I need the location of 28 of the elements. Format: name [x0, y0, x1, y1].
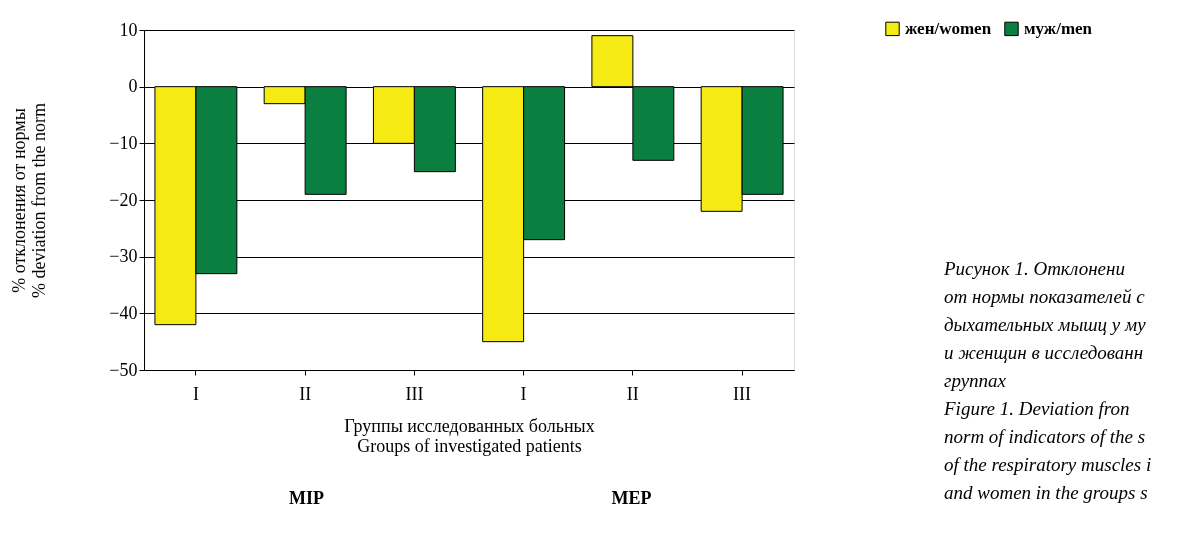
x-tick-label: II — [299, 383, 312, 404]
y-tick-label: −50 — [109, 359, 138, 380]
text: norm of indicators of the s — [944, 426, 1146, 447]
y-axis-title: % отклонения от нормы % deviation from the norm — [9, 103, 50, 298]
x-tick-label: III — [405, 383, 424, 404]
y-tick-label: −10 — [109, 132, 138, 153]
text: MIP — [289, 488, 324, 508]
caption: Figure 1. Deviation fron — [943, 398, 1130, 419]
legend-label: муж/men — [1024, 18, 1093, 38]
legend-label: жен/women — [905, 18, 992, 38]
x-axis-title: Группы исследованных больных Groups of investigated patients — [344, 415, 595, 456]
y-tick-label: 0 — [128, 76, 138, 97]
y-tick-label: 10 — [119, 19, 138, 40]
text: группах — [944, 370, 1007, 391]
text: дыхательных мышц у му — [944, 314, 1147, 335]
text: Рисунок 1. Отклонени — [943, 258, 1125, 279]
x-tick-label: III — [733, 383, 752, 404]
y-tick-label: −30 — [109, 246, 138, 267]
y-tick-label: −40 — [109, 302, 138, 323]
y-tick-label: −20 — [109, 189, 138, 210]
text: and women in the groups s — [944, 482, 1148, 503]
text: и женщин в исследованн — [944, 342, 1144, 363]
x-tick-label: II — [626, 383, 639, 404]
x-tick-label: I — [520, 383, 527, 404]
text: MEP — [611, 488, 652, 508]
x-tick-label: I — [192, 383, 199, 404]
text: of the respiratory muscles i — [944, 454, 1152, 475]
text: от нормы показателей с — [944, 286, 1146, 307]
